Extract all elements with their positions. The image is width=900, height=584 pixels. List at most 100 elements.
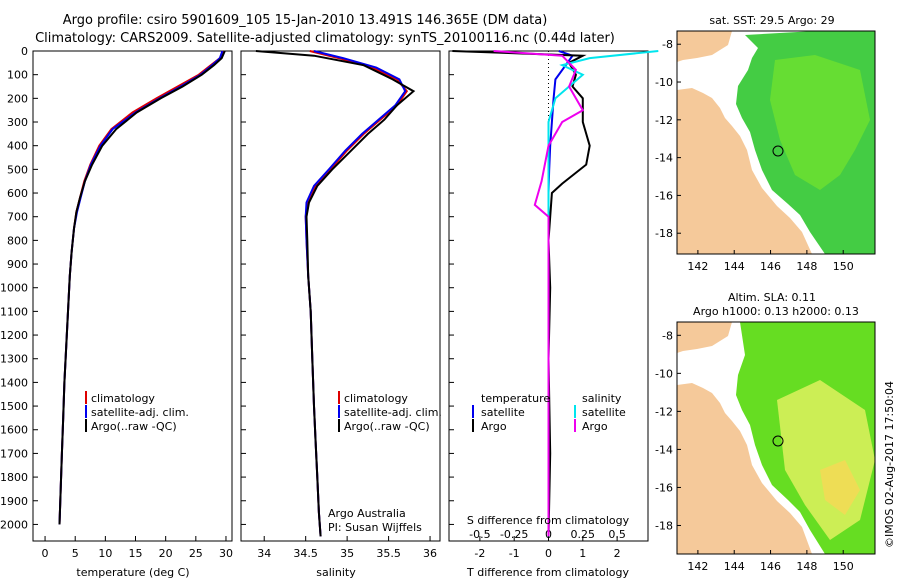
sst-field-warm [770,55,870,190]
legend-title-temperature: temperature [481,392,550,405]
depth-tick-label: 1500 [0,400,28,413]
x-tick-label: 10 [98,547,112,560]
x-tick-label: 30 [219,547,233,560]
map-y-tick-label: -12 [655,405,673,418]
temperature-x-axis: 0 5 10 15 20 25 30 [42,536,233,560]
series-line-3: salinity Argo [493,50,585,537]
salinity-x-axis: 34 34.5 35 35.5 36 [257,536,437,560]
map-x-tick-label: 150 [833,260,854,273]
legend-label-argo: Argo(..raw -QC) [91,420,177,433]
map-y-tick-label: -10 [655,367,673,380]
depth-tick-label: 1800 [0,471,28,484]
legend-label-climatology: climatology [344,392,408,405]
temperature-panel-frame [32,50,233,542]
salinity-panel-frame [240,50,441,542]
depth-tick-label: 1200 [0,329,28,342]
depth-tick-label: 2000 [0,518,28,531]
x2-tick-label: 0.25 [571,528,596,541]
x2-tick-label: 0.5 [608,528,626,541]
x-tick-label: 20 [159,547,173,560]
difference-series: temperature satellitetemperature Argosal… [452,50,659,537]
credit-line2: PI: Susan Wijffels [328,521,422,534]
depth-tick-label: 1700 [0,447,28,460]
depth-tick-label: 1100 [0,305,28,318]
x-tick-label: 25 [189,547,203,560]
figure-title-line1: Argo profile: csiro 5901609_105 15-Jan-2… [63,13,548,28]
legend-label-satellite: satellite-adj. clim. [91,406,189,419]
figure-title-line2: Climatology: CARS2009. Satellite-adjuste… [35,31,615,46]
map-x-tick-label: 148 [796,560,817,573]
map-y-tick-label: -12 [655,114,673,127]
depth-tick-label: 300 [7,116,28,129]
x-tick-label: 36 [423,547,437,560]
land-new-guinea [677,31,732,62]
map-y-tick-label: -10 [655,76,673,89]
sla-map [676,321,876,555]
sla-map-axes: 142 144 146 148 150 -8 -10 -12 -14 -16 -18 [655,329,854,573]
map-y-tick-label: -18 [655,227,673,240]
difference-top-xlabel: S difference from climatology [467,514,630,527]
sla-map-frame [676,321,876,555]
depth-tick-label: 1600 [0,424,28,437]
x-tick-label: 35.5 [376,547,401,560]
depth-axis: 0 100 200 300 400 500 600 700 800 900 1000 1100 1200… [0,45,454,531]
x-tick-label: 1 [579,547,586,560]
depth-tick-label: 100 [7,69,28,82]
argo-float-marker [772,435,784,447]
x-tick-label: -2 [474,547,485,560]
sst-map-frame [676,30,876,255]
sst-map-axes: 142 144 146 148 150 -8 -10 -12 -14 -16 -18 [655,38,854,273]
depth-tick-label: 1000 [0,282,28,295]
legend-label-s-argo: Argo [582,420,608,433]
argo-float-marker [772,145,784,157]
sst-map [676,30,876,255]
depth-tick-label: 500 [7,163,28,176]
legend-label-argo: Argo(..raw -QC) [344,420,430,433]
map-x-tick-label: 146 [760,260,781,273]
x-tick-label: 34.5 [293,547,318,560]
map-y-tick-label: -8 [662,38,673,51]
x-tick-label: 5 [72,547,79,560]
map-x-tick-label: 148 [796,260,817,273]
salinity-legend: climatology satellite-adj. clim. Argo(..… [338,391,442,433]
depth-tick-label: 1400 [0,376,28,389]
series-line-0: climatology [304,50,409,537]
legend-label-t-satellite: satellite [481,406,525,419]
x2-tick-label: -0.25 [500,528,528,541]
depth-tick-label: 200 [7,92,28,105]
imos-watermark: ©IMOS 02-Aug-2017 17:50:04 [883,381,896,548]
legend-label-s-satellite: satellite [582,406,626,419]
sla-map-title-line1: Altim. SLA: 0.11 [728,291,816,304]
depth-tick-label: 0 [21,45,28,58]
x-tick-label: 35 [340,547,354,560]
series-line-2: salinity satellite [547,50,659,537]
x-tick-label: -1 [509,547,520,560]
depth-tick-label: 900 [7,258,28,271]
legend-label-climatology: climatology [91,392,155,405]
x-tick-label: 34 [257,547,271,560]
series-line-1: satellite-adj. clim. [304,50,407,537]
x-tick-label: 0 [42,547,49,560]
map-y-tick-label: -16 [655,189,673,202]
difference-bottom-xlabel: T difference from climatology [466,566,629,579]
x2-tick-label: -0.5 [469,528,490,541]
sla-field-peak [820,460,860,515]
temperature-legend: climatology satellite-adj. clim. Argo(..… [85,391,189,433]
map-x-tick-label: 144 [724,560,745,573]
depth-tick-label: 400 [7,140,28,153]
x-tick-label: 15 [129,547,143,560]
credit-line1: Argo Australia [328,507,406,520]
sst-map-title: sat. SST: 29.5 Argo: 29 [709,14,834,27]
series-line-0: climatology [58,50,224,525]
map-x-tick-label: 144 [724,260,745,273]
legend-title-salinity: salinity [582,392,622,405]
map-x-tick-label: 142 [687,260,708,273]
depth-tick-label: 1900 [0,495,28,508]
map-y-tick-label: -16 [655,481,673,494]
series-line-2: Argo(..raw -QC) [58,50,226,525]
salinity-xlabel: salinity [316,566,356,579]
series-line-2: Argo(..raw -QC) [255,50,416,537]
